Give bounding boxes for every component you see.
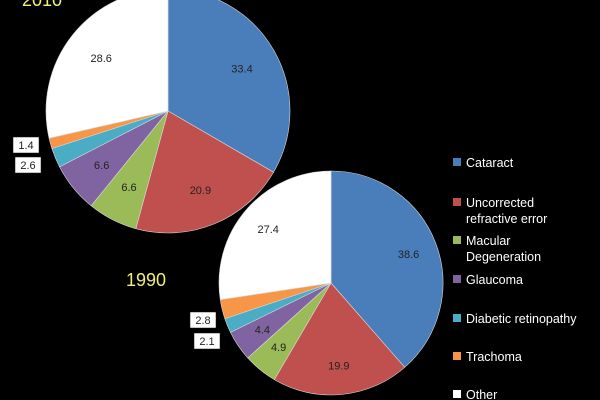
legend-item-label: Cataract	[466, 156, 514, 170]
data-label: 20.9	[190, 185, 211, 197]
callout-box	[189, 311, 217, 329]
data-label: 4.4	[255, 324, 270, 336]
pie-slice-cataract	[330, 170, 444, 368]
pie-slice-other	[218, 170, 332, 300]
pie-slice-other	[45, 0, 169, 139]
callout-box	[12, 136, 40, 154]
data-label: 4.9	[271, 342, 286, 354]
callout-box	[193, 332, 221, 350]
pie-slice-cataract	[167, 0, 291, 173]
legend-swatch	[453, 390, 461, 398]
data-label: 2.6	[20, 160, 35, 172]
data-label: 2.1	[199, 336, 214, 348]
legend: Cataract Uncorrected refractive error Macul…	[453, 156, 577, 400]
legend-swatch	[453, 352, 461, 360]
data-label: 33.4	[231, 63, 252, 75]
chart-title: 1990	[126, 270, 166, 290]
legend-item-label: Trachoma	[466, 350, 522, 364]
legend-item-label: Diabetic retinopathy	[466, 312, 577, 326]
legend-item-label: Uncorrected	[466, 196, 534, 210]
legend-item-label: Degeneration	[466, 250, 541, 264]
data-label: 6.6	[94, 160, 109, 172]
legend-swatch	[453, 236, 461, 244]
callout-box	[14, 156, 42, 174]
pie-slice-uncorrected-refractive-error	[135, 110, 274, 234]
legend-swatch	[453, 275, 461, 283]
legend-item-label: refractive error	[466, 212, 547, 226]
pie-1990: 38.6 19.9 4.94.4 2.1 2.8 27.4	[189, 170, 444, 396]
legend-item-label: Glaucoma	[466, 273, 523, 287]
pie-slice-uncorrected-refractive-error	[273, 282, 406, 396]
legend-item-label: Other	[466, 388, 497, 400]
legend-item-label: Macular	[466, 234, 510, 248]
legend-swatch	[453, 314, 461, 322]
data-label: 38.6	[398, 249, 419, 261]
data-label: 2.8	[195, 315, 210, 327]
data-label: 19.9	[328, 361, 349, 373]
data-label: 27.4	[257, 224, 278, 236]
data-label: 1.4	[18, 140, 33, 152]
chart-title: 2010	[22, 0, 62, 10]
data-label: 6.6	[121, 182, 136, 194]
pie-2010: 33.4 20.9 6.6 6.6 2.6 1.4 28.6	[12, 0, 291, 234]
data-label: 28.6	[90, 53, 111, 65]
legend-swatch	[453, 158, 461, 166]
legend-swatch	[453, 198, 461, 206]
